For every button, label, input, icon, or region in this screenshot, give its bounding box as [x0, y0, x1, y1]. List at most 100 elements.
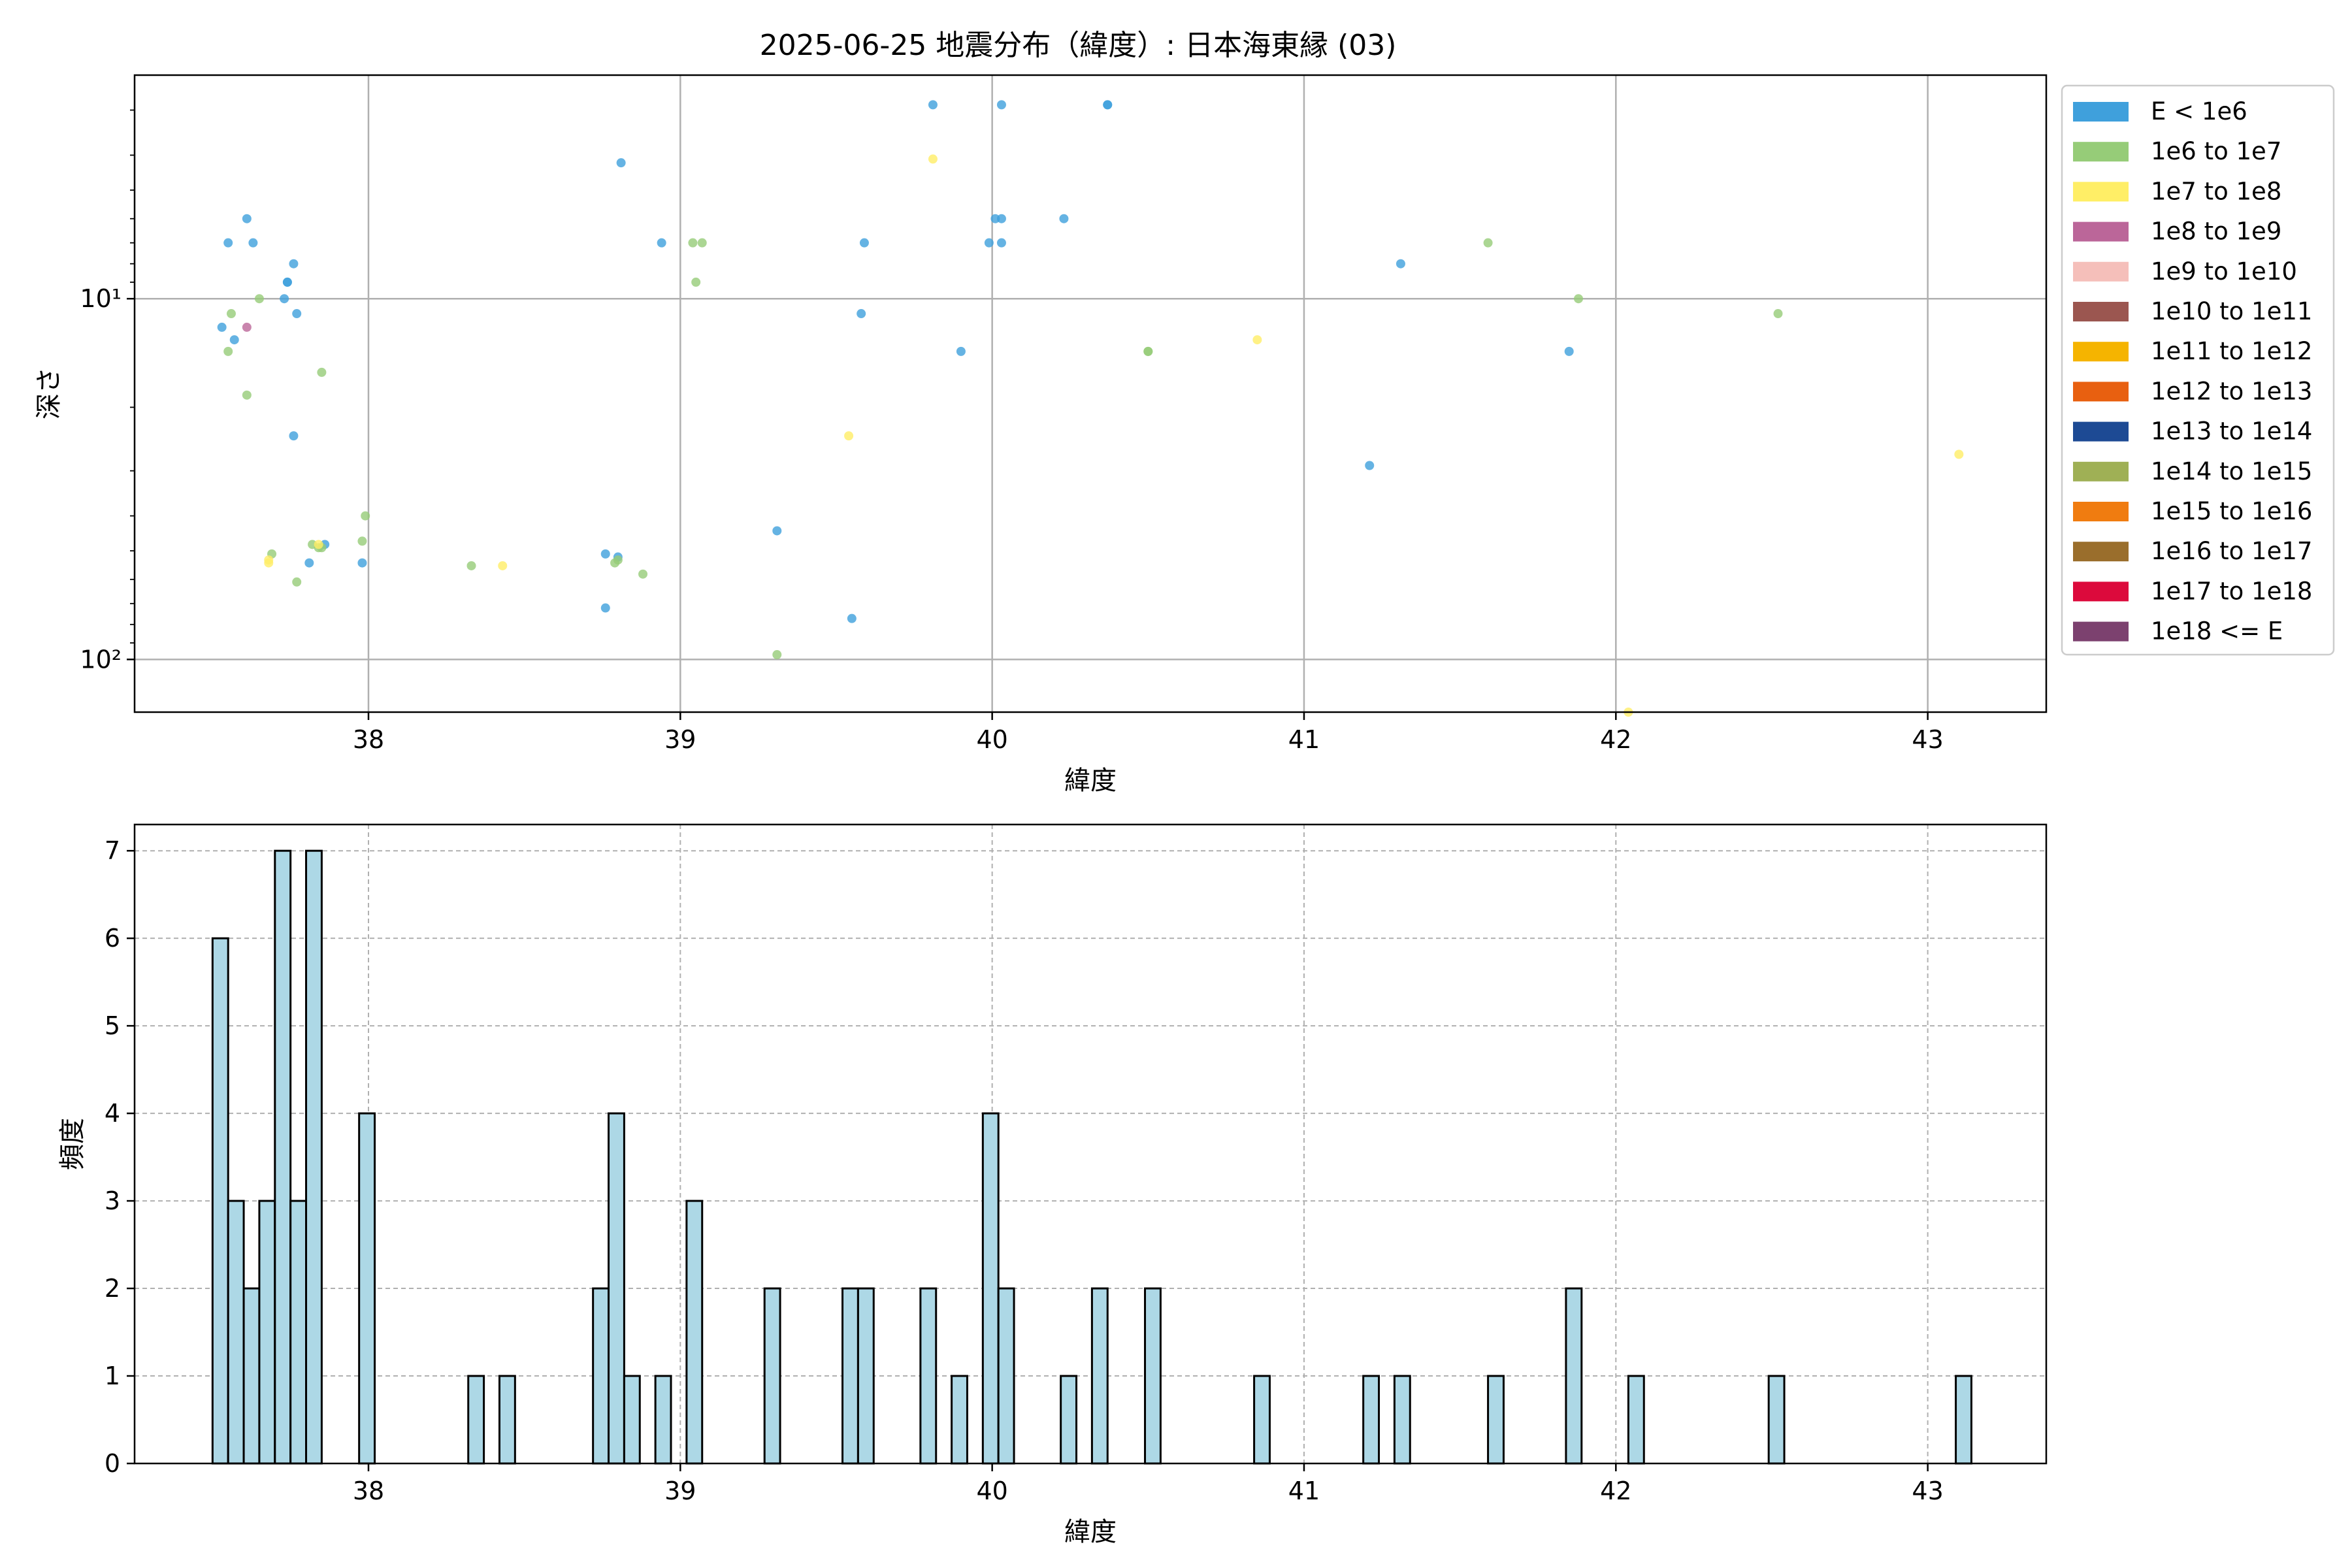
- scatter-point: [600, 549, 610, 559]
- scatter-point: [242, 390, 252, 400]
- legend: E < 1e6 1e6 to 1e7 1e7 to 1e8 1e8 to 1e9 1e9…: [2061, 84, 2335, 656]
- scatter-point: [361, 511, 370, 521]
- scatter-point: [638, 569, 648, 579]
- scatter-point: [223, 238, 233, 248]
- histogram-bar: [951, 1375, 968, 1465]
- histogram-x-tick-label: 43: [1912, 1477, 1943, 1505]
- histogram-x-tick-label: 42: [1600, 1477, 1631, 1505]
- legend-swatch: [2073, 621, 2129, 642]
- legend-swatch: [2073, 421, 2129, 442]
- histogram-y-label: 頻度: [57, 1118, 88, 1170]
- legend-label: 1e12 to 1e13: [2151, 377, 2312, 405]
- histogram-bar: [305, 849, 323, 1465]
- scatter-point: [317, 367, 327, 377]
- scatter-grid: [135, 75, 2046, 712]
- histogram-y-tick-label: 6: [105, 924, 120, 953]
- scatter-point: [1059, 214, 1069, 223]
- histogram-bar: [1144, 1287, 1162, 1465]
- scatter-point: [1143, 346, 1153, 356]
- scatter-point: [1954, 449, 1964, 459]
- chart-title: 2025-06-25 地震分布（緯度）: 日本海東縁 (03): [760, 29, 1397, 62]
- histogram-bar: [981, 1112, 1000, 1465]
- scatter-x-tick-label: 39: [664, 725, 696, 754]
- scatter-point: [280, 294, 289, 304]
- scatter-point: [242, 214, 252, 223]
- scatter-point: [223, 346, 233, 356]
- histogram-y-tick-label: 0: [105, 1449, 120, 1478]
- legend-label: 1e15 to 1e16: [2151, 497, 2312, 525]
- histogram-bar: [289, 1200, 308, 1465]
- scatter-point: [289, 259, 299, 269]
- scatter-y-tick-label: 10¹: [80, 284, 122, 313]
- histogram-bar: [1487, 1375, 1505, 1465]
- histogram-bar: [857, 1287, 875, 1465]
- scatter-point: [772, 650, 782, 660]
- scatter-point: [984, 238, 994, 248]
- scatter-point: [226, 309, 236, 319]
- scatter-point: [1252, 335, 1262, 345]
- scatter-frame: [133, 74, 2048, 713]
- scatter-point: [657, 238, 666, 248]
- scatter-point: [1365, 461, 1375, 470]
- scatter-point: [1103, 100, 1113, 110]
- scatter-x-tick-label: 38: [353, 725, 384, 754]
- histogram-x-label: 緯度: [1064, 1517, 1117, 1547]
- histogram-bars: [211, 849, 1972, 1465]
- scatter-points: [217, 100, 1964, 717]
- scatter-point: [292, 309, 302, 319]
- scatter-point: [857, 309, 866, 319]
- legend-label: E < 1e6: [2151, 97, 2247, 125]
- legend-swatch: [2073, 102, 2129, 122]
- scatter-y-tick-label: 10²: [80, 645, 122, 674]
- histogram-bar: [623, 1375, 641, 1465]
- legend-label: 1e11 to 1e12: [2151, 337, 2312, 365]
- scatter-point: [956, 346, 966, 356]
- scatter-point: [600, 603, 610, 613]
- histogram-bar: [467, 1375, 485, 1465]
- scatter-point: [847, 613, 857, 623]
- scatter-x-ticks: 38 39 40 41 42 43: [353, 712, 1944, 754]
- legend-swatch: [2073, 461, 2129, 482]
- histogram-bar: [1090, 1287, 1109, 1465]
- scatter-point: [928, 100, 938, 110]
- histogram-bar: [1060, 1375, 1078, 1465]
- scatter-point: [1773, 309, 1783, 319]
- legend-swatch: [2073, 342, 2129, 362]
- histogram-bar: [919, 1287, 938, 1465]
- scatter-x-tick-label: 41: [1288, 725, 1320, 754]
- histogram-bar: [1955, 1375, 1972, 1465]
- histogram-bar: [654, 1375, 672, 1465]
- scatter-point: [242, 322, 252, 332]
- histogram-bar: [841, 1287, 859, 1465]
- scatter-point: [688, 238, 698, 248]
- histogram-panel: 38 39 40 41 42 43 0 1 2 3 4 5 6 7 緯度 頻度: [57, 823, 2048, 1547]
- histogram-bar: [1393, 1375, 1411, 1465]
- histogram-bar: [1767, 1375, 1786, 1465]
- histogram-frame: [133, 823, 2048, 1465]
- scatter-point: [498, 561, 508, 570]
- legend-swatch: [2073, 261, 2129, 282]
- histogram-bar: [1253, 1375, 1271, 1465]
- legend-label: 1e17 to 1e18: [2151, 577, 2312, 605]
- histogram-y-tick-label: 7: [105, 836, 120, 865]
- legend-swatch: [2073, 142, 2129, 162]
- scatter-point: [357, 536, 367, 546]
- histogram-x-ticks: 38 39 40 41 42 43: [353, 1463, 1944, 1505]
- histogram-bar: [242, 1287, 261, 1465]
- histogram-x-tick-label: 38: [353, 1477, 384, 1505]
- legend-label: 1e6 to 1e7: [2151, 137, 2281, 165]
- scatter-point: [844, 431, 854, 441]
- legend-swatch: [2073, 221, 2129, 242]
- scatter-y-label: 深さ: [34, 367, 64, 419]
- histogram-bar: [1565, 1287, 1583, 1465]
- scatter-point: [254, 294, 264, 304]
- histogram-y-tick-label: 1: [105, 1362, 120, 1390]
- legend-label: 1e10 to 1e11: [2151, 297, 2312, 325]
- histogram-bar: [1362, 1375, 1380, 1465]
- scatter-point: [264, 555, 274, 565]
- legend-swatch: [2073, 182, 2129, 202]
- histogram-bar: [685, 1200, 704, 1465]
- legend-swatch: [2073, 502, 2129, 521]
- histogram-bar: [997, 1287, 1015, 1465]
- legend-label: 1e9 to 1e10: [2151, 257, 2297, 286]
